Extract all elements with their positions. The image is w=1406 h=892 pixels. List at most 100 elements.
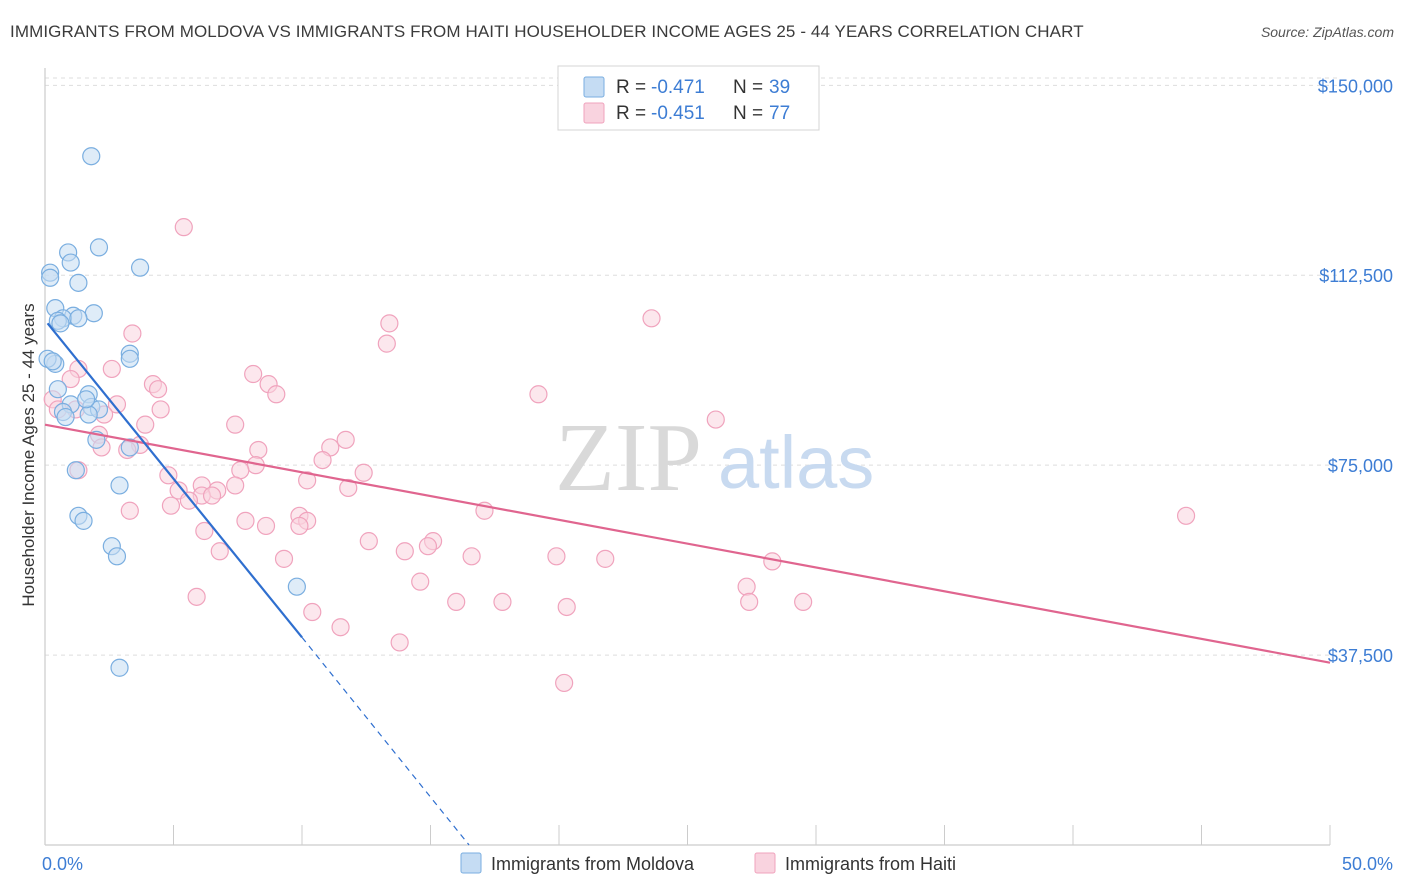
series-haiti-points: [43, 218, 1196, 693]
trend-layer: [44, 322, 1331, 846]
bottom-legend-swatch-haiti: [754, 852, 776, 874]
series-legend: Immigrants from Moldova Immigrants from …: [460, 852, 956, 874]
haiti-data-point: [331, 618, 350, 637]
haiti-data-point: [462, 547, 481, 566]
bottom-legend-label-haiti: Immigrants from Haiti: [785, 854, 956, 874]
moldova-data-point: [120, 438, 139, 457]
moldova-data-point: [66, 461, 85, 480]
chart-source: Source: ZipAtlas.com: [1260, 24, 1394, 40]
y-tick-label: $37,500: [1328, 646, 1393, 666]
haiti-data-point: [706, 410, 725, 429]
haiti-data-point: [159, 466, 178, 485]
haiti-data-point: [390, 633, 409, 652]
haiti-data-point: [596, 549, 615, 568]
legend-n-label-haiti: N =: [733, 103, 763, 124]
haiti-data-point: [339, 478, 358, 498]
moldova-data-point: [74, 511, 93, 530]
haiti-trend-line: [44, 423, 1331, 664]
moldova-data-point: [110, 658, 129, 677]
moldova-data-point: [43, 352, 62, 371]
haiti-data-point: [267, 385, 286, 404]
haiti-data-point: [794, 592, 813, 612]
moldova-data-point: [89, 238, 109, 257]
haiti-data-point: [244, 364, 263, 384]
moldova-trend-line: [46, 322, 303, 639]
x-tick-label: 50.0%: [1342, 854, 1393, 874]
moldova-data-point: [120, 349, 139, 368]
moldova-data-point: [69, 273, 88, 292]
haiti-data-point: [61, 369, 80, 389]
haiti-data-point: [195, 521, 214, 541]
bottom-legend-swatch-moldova: [460, 852, 482, 874]
x-tick-label: 0.0%: [42, 854, 83, 874]
haiti-data-point: [123, 324, 142, 343]
haiti-data-point: [359, 532, 378, 551]
moldova-data-point: [51, 314, 70, 333]
axes-layer: $37,500 $75,000 $112,500 $150,000 0.0% 50.0%: [42, 68, 1393, 874]
haiti-data-point: [187, 587, 206, 606]
haiti-data-point: [411, 572, 430, 591]
legend-swatch-moldova: [583, 76, 605, 98]
legend-r-value-haiti: -0.451: [651, 103, 705, 124]
haiti-data-point: [354, 463, 373, 482]
moldova-data-point: [107, 547, 127, 566]
haiti-data-point: [557, 597, 576, 617]
haiti-data-point: [210, 542, 229, 561]
haiti-data-point: [529, 385, 548, 404]
chart-title: IMMIGRANTS FROM MOLDOVA VS IMMIGRANTS FR…: [10, 22, 1084, 41]
moldova-data-point: [48, 380, 67, 399]
moldova-data-point: [77, 390, 96, 409]
haiti-data-point: [380, 314, 399, 333]
legend-n-value-haiti: 77: [769, 103, 790, 124]
haiti-data-point: [274, 549, 294, 568]
moldova-data-point: [56, 407, 75, 427]
haiti-data-point: [179, 491, 199, 510]
haiti-data-point: [202, 486, 222, 505]
watermark: ZIP atlas: [555, 404, 874, 512]
haiti-data-point: [418, 537, 438, 556]
haiti-data-point: [107, 395, 127, 414]
haiti-data-point: [1176, 506, 1196, 525]
moldova-data-point: [69, 309, 88, 328]
y-tick-label: $112,500: [1319, 266, 1393, 286]
haiti-data-point: [395, 542, 414, 561]
series-moldova-points: [38, 147, 306, 677]
moldova-data-point: [61, 253, 80, 272]
haiti-data-point: [555, 673, 574, 693]
legend-r-value-moldova: -0.471: [651, 77, 705, 98]
legend-n-value-moldova: 39: [769, 77, 790, 98]
legend-r-label-haiti: R =: [616, 103, 646, 124]
haiti-data-point: [336, 430, 355, 449]
haiti-data-point: [151, 400, 170, 419]
moldova-trend-extension: [301, 636, 470, 846]
haiti-data-point: [547, 547, 566, 566]
haiti-data-point: [303, 602, 322, 622]
moldova-data-point: [79, 405, 98, 424]
y-tick-label: $75,000: [1328, 456, 1393, 476]
moldova-data-point: [84, 304, 103, 323]
stats-legend: R = -0.471 N = 39 R = -0.451 N = 77: [557, 65, 820, 131]
haiti-data-point: [226, 415, 245, 434]
moldova-data-point: [130, 258, 150, 277]
haiti-data-point: [161, 496, 181, 515]
haiti-data-point: [231, 461, 250, 480]
haiti-data-point: [740, 592, 759, 612]
haiti-data-point: [136, 415, 155, 434]
haiti-data-point: [174, 218, 193, 237]
haiti-data-point: [313, 450, 332, 470]
watermark-zip: ZIP: [555, 404, 702, 512]
moldova-data-point: [287, 577, 306, 596]
haiti-data-point: [377, 334, 396, 353]
y-axis-label: Householder Income Ages 25 - 44 years: [19, 303, 38, 606]
legend-swatch-haiti: [583, 102, 605, 124]
grid-layer: [45, 77, 1340, 656]
haiti-data-point: [447, 592, 466, 612]
moldova-data-point: [110, 476, 129, 495]
moldova-data-point: [82, 147, 101, 166]
haiti-data-point: [737, 577, 756, 596]
legend-r-label-moldova: R =: [616, 77, 646, 98]
haiti-data-point: [226, 476, 245, 495]
bottom-legend-label-moldova: Immigrants from Moldova: [491, 854, 695, 874]
haiti-data-point: [642, 309, 661, 328]
